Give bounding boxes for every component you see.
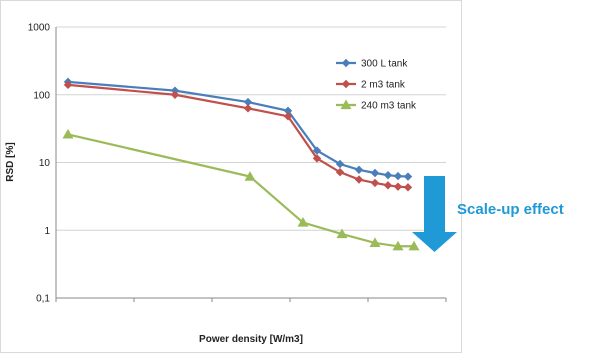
annotation-label: Scale-up effect [457,201,564,218]
data-point [62,128,74,139]
data-point [370,178,380,188]
y-tick-label: 10 [39,158,51,169]
data-point [283,112,293,121]
data-point [370,168,380,178]
scale-up-arrow-shaft [424,176,445,234]
data-point [335,167,345,177]
data-point [354,175,364,184]
y-tick-label: 0,1 [36,294,50,305]
scale-up-arrow-head [412,232,457,252]
legend-label: 240 m3 tank [361,101,417,112]
data-point [392,240,404,251]
y-axis-title: RSD [%] [5,142,16,181]
y-tick-label: 100 [33,90,50,101]
data-point [170,90,180,99]
legend-marker [340,99,352,110]
data-point [408,240,420,251]
y-tick-label: 1000 [28,23,51,34]
legend-marker [341,79,351,89]
data-point [63,80,73,90]
series-line [67,133,414,248]
data-point [354,165,364,175]
data-point [393,182,403,191]
y-tick-label: 1 [44,226,50,237]
data-point [312,146,322,155]
data-point [393,171,403,181]
data-point [243,104,253,113]
data-point [383,170,393,180]
data-point [243,97,253,107]
data-point [244,171,256,181]
legend-label: 2 m3 tank [361,80,406,91]
data-point [297,217,309,227]
legend-marker [341,58,351,68]
data-point [369,237,381,248]
data-point [336,228,348,239]
x-axis-title: Power density [W/m3] [199,334,303,345]
data-point [403,183,413,192]
data-point [312,154,322,163]
data-point [335,159,345,169]
data-point [383,181,393,190]
legend-label: 300 L tank [361,59,408,70]
data-point [283,106,293,115]
data-point [403,172,413,181]
chart-frame [0,0,462,353]
